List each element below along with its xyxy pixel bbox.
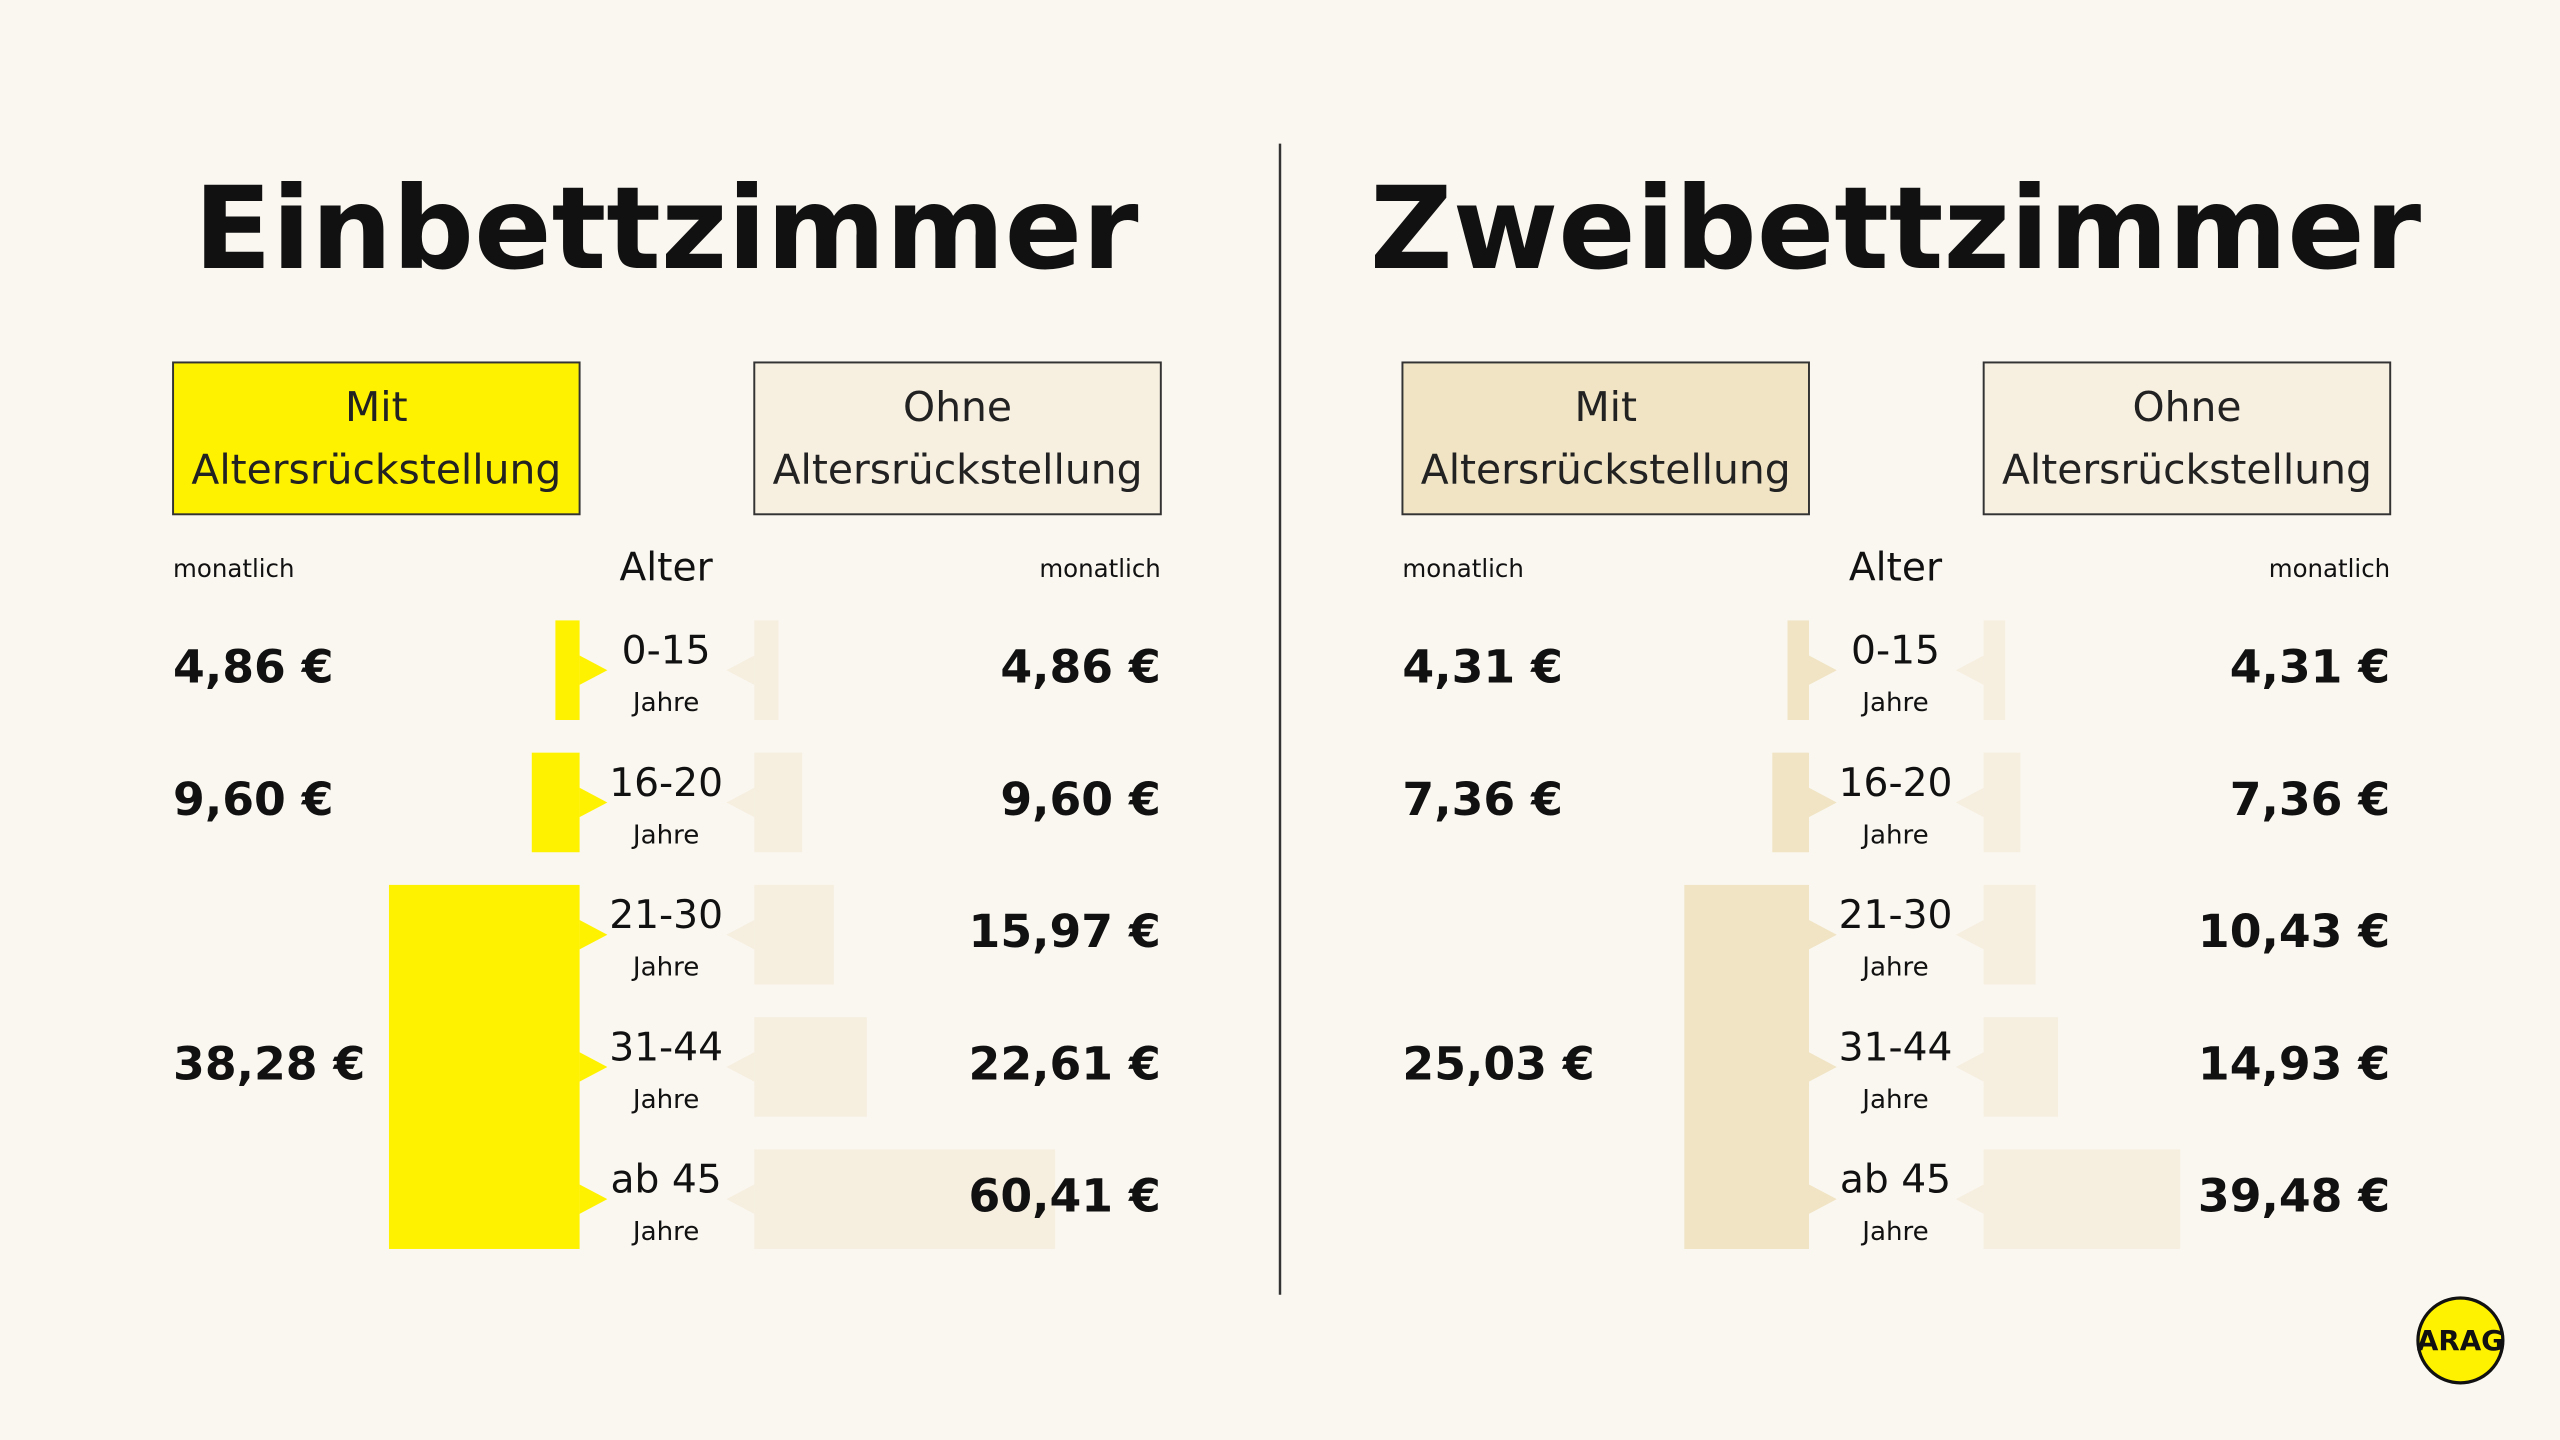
bar-with-provision <box>1787 620 1809 720</box>
value-label: 4,86 € <box>173 641 333 694</box>
tab: Mit Altersrückstellung <box>191 382 562 493</box>
tab-box <box>172 361 581 516</box>
value-label: 4,31 € <box>2230 641 2390 694</box>
value-label: 14,93 € <box>2198 1037 2390 1090</box>
bar-without-provision <box>754 1149 1056 1249</box>
bar-without-provision <box>1983 1149 2181 1249</box>
value-label: 38,28 € <box>173 1037 365 1090</box>
tab: Mit Altersrückstellung <box>1420 382 1791 493</box>
bar-without-provision <box>754 752 803 853</box>
pointer <box>726 1052 755 1082</box>
age-header: Alter <box>1849 545 1943 590</box>
period-label: monatlich <box>2269 554 2390 583</box>
age-group: 16-20 <box>1839 761 1953 806</box>
value-label: 9,60 € <box>1000 773 1160 826</box>
pointer <box>726 920 755 950</box>
age-group: 0-15 <box>1851 629 1940 674</box>
value-label: 10,43 € <box>2198 905 2390 958</box>
age-group: 16-20 <box>609 761 723 806</box>
value-label: 7,36 € <box>1402 773 1562 826</box>
age-group: 0-15 <box>622 629 711 674</box>
bar-with-provision <box>388 884 580 1249</box>
tab: Ohne Altersrückstellung <box>772 382 1143 493</box>
age-unit: Jahre <box>1860 820 1928 850</box>
age-unit: Jahre <box>631 1217 699 1247</box>
age-unit: Jahre <box>631 953 699 983</box>
pointer <box>1808 920 1837 950</box>
age-header: Alter <box>619 545 713 590</box>
age-unit: Jahre <box>1860 953 1928 983</box>
tab: Ohne Altersrückstellung <box>2002 382 2372 493</box>
age-unit: Jahre <box>631 820 699 850</box>
pointer <box>1955 787 1984 818</box>
pointer <box>1955 1184 1984 1214</box>
bar-with-provision <box>555 620 580 720</box>
bar-without-provision <box>1983 752 2021 853</box>
bar-without-provision <box>1983 884 2036 985</box>
pointer <box>579 655 608 685</box>
age-unit: Jahre <box>1860 1085 1928 1115</box>
bar-without-provision <box>1983 620 2006 720</box>
bar-with-provision <box>1684 884 1809 1249</box>
pointer <box>579 787 608 818</box>
logo-badge <box>2416 1296 2505 1385</box>
tab-label: Mit Altersrückstellung <box>1420 382 1791 493</box>
panel-title: Zweibettzimmer <box>1370 162 2422 295</box>
pointer <box>726 655 755 685</box>
panel-title: Einbettzimmer <box>194 162 1139 295</box>
age-group: 21-30 <box>609 893 723 938</box>
bar-without-provision <box>754 884 834 985</box>
tab-label: Ohne Altersrückstellung <box>772 382 1143 493</box>
age-unit: Jahre <box>631 688 699 718</box>
tab-box <box>1982 361 2392 516</box>
pointer <box>726 1184 755 1214</box>
value-label: 15,97 € <box>969 905 1161 958</box>
period-label: monatlich <box>173 554 294 583</box>
value-label: 7,36 € <box>2230 773 2390 826</box>
tab-box <box>753 361 1162 516</box>
pointer <box>1955 920 1984 950</box>
age-group: ab 45 <box>611 1158 722 1203</box>
bar-without-provision <box>754 1017 867 1117</box>
age-group: 21-30 <box>1839 893 1953 938</box>
bar-without-provision <box>754 620 779 720</box>
pointer <box>726 787 755 818</box>
value-label: 9,60 € <box>173 773 333 826</box>
pointer <box>1808 1184 1837 1214</box>
age-unit: Jahre <box>1860 688 1928 718</box>
pointer <box>1955 655 1984 685</box>
value-label: 22,61 € <box>969 1037 1161 1090</box>
value-label: 25,03 € <box>1402 1037 1594 1090</box>
value-label: 39,48 € <box>2198 1170 2390 1223</box>
pointer <box>1808 787 1837 818</box>
pointer <box>1808 655 1837 685</box>
bar-with-provision <box>1772 752 1809 853</box>
age-unit: Jahre <box>1860 1217 1928 1247</box>
period-label: monatlich <box>1402 554 1523 583</box>
bar-without-provision <box>1983 1017 2059 1117</box>
pointer <box>579 1052 608 1082</box>
value-label: 4,86 € <box>1000 641 1160 694</box>
pointer <box>1808 1052 1837 1082</box>
bar-with-provision <box>531 752 580 853</box>
age-group: ab 45 <box>1840 1158 1951 1203</box>
pointer <box>579 920 608 950</box>
age-group: 31-44 <box>1839 1025 1953 1070</box>
pointer <box>1955 1052 1984 1082</box>
tab-label: Ohne Altersrückstellung <box>2002 382 2372 493</box>
tab-label: Mit Altersrückstellung <box>191 382 562 493</box>
age-group: 31-44 <box>609 1025 723 1070</box>
logo: ARAG <box>2417 1324 2504 1357</box>
value-label: 4,31 € <box>1402 641 1562 694</box>
tab-box <box>1401 361 1810 516</box>
pointer <box>579 1184 608 1214</box>
period-label: monatlich <box>1039 554 1160 583</box>
age-unit: Jahre <box>631 1085 699 1115</box>
value-label: 60,41 € <box>969 1170 1161 1223</box>
